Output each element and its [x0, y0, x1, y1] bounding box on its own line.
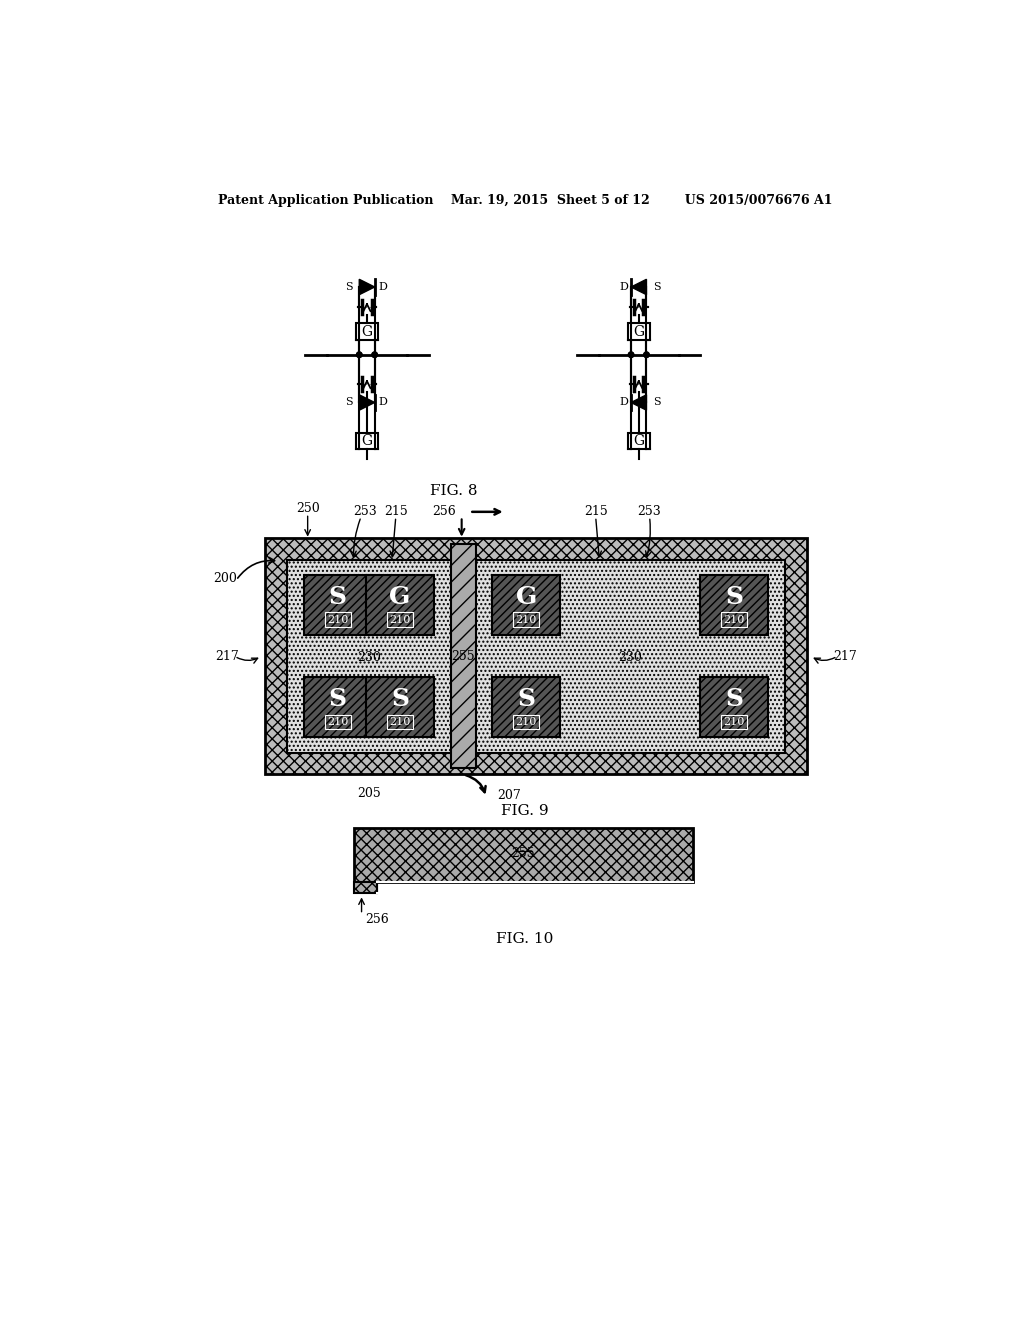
Text: S: S — [725, 585, 743, 609]
Text: 217: 217 — [215, 649, 239, 663]
Text: 217: 217 — [834, 649, 857, 663]
Circle shape — [356, 352, 361, 358]
Bar — [356, 433, 378, 449]
Text: S: S — [725, 686, 743, 711]
Bar — [367, 576, 434, 635]
Bar — [628, 323, 649, 341]
Text: FIG. 8: FIG. 8 — [430, 484, 478, 498]
Bar — [493, 677, 560, 738]
Text: 210: 210 — [516, 717, 537, 727]
Text: G: G — [389, 585, 411, 609]
Bar — [287, 560, 451, 752]
Bar — [700, 576, 768, 635]
Bar — [265, 539, 807, 775]
Text: 253: 253 — [353, 506, 377, 519]
Polygon shape — [631, 280, 646, 294]
Text: D: D — [378, 397, 387, 408]
Text: 230: 230 — [357, 651, 381, 664]
Text: D: D — [378, 282, 387, 292]
Text: S: S — [391, 686, 409, 711]
Text: 210: 210 — [327, 717, 348, 727]
Text: S: S — [653, 282, 662, 292]
Text: 205: 205 — [357, 787, 381, 800]
Text: 253: 253 — [638, 506, 662, 519]
Text: Patent Application Publication    Mar. 19, 2015  Sheet 5 of 12        US 2015/00: Patent Application Publication Mar. 19, … — [217, 194, 833, 207]
Bar — [367, 677, 434, 738]
Text: S: S — [653, 397, 662, 408]
Circle shape — [629, 352, 634, 358]
Polygon shape — [359, 395, 375, 411]
Bar — [304, 576, 372, 635]
Bar — [354, 882, 377, 892]
Text: 210: 210 — [389, 717, 411, 727]
Text: 215: 215 — [384, 506, 408, 519]
Text: D: D — [618, 397, 628, 408]
Text: FIG. 9: FIG. 9 — [501, 804, 549, 818]
Polygon shape — [631, 395, 646, 411]
Text: G: G — [633, 434, 644, 447]
Text: 256: 256 — [432, 506, 456, 519]
Text: G: G — [361, 434, 373, 447]
Polygon shape — [359, 280, 375, 294]
Text: 210: 210 — [327, 615, 348, 624]
Bar — [700, 677, 768, 738]
Text: S: S — [517, 686, 536, 711]
Text: 210: 210 — [516, 615, 537, 624]
Circle shape — [372, 352, 378, 358]
Text: 207: 207 — [498, 789, 521, 803]
Text: 255: 255 — [511, 847, 536, 861]
Text: D: D — [618, 282, 628, 292]
Bar — [628, 433, 649, 449]
Circle shape — [629, 352, 634, 358]
Bar — [451, 544, 475, 768]
Text: 215: 215 — [584, 506, 607, 519]
Text: 210: 210 — [724, 717, 744, 727]
Circle shape — [356, 352, 361, 358]
Text: S: S — [345, 397, 352, 408]
Text: 255: 255 — [452, 649, 475, 663]
Text: G: G — [361, 325, 373, 339]
Bar — [354, 829, 692, 882]
Text: 250: 250 — [296, 502, 319, 515]
Text: S: S — [329, 686, 347, 711]
Text: S: S — [345, 282, 352, 292]
Bar — [475, 560, 785, 752]
Circle shape — [644, 352, 649, 358]
Bar — [493, 576, 560, 635]
Text: 256: 256 — [366, 912, 389, 925]
Circle shape — [372, 352, 378, 358]
Text: FIG. 10: FIG. 10 — [496, 932, 554, 946]
Bar — [304, 677, 372, 738]
Text: 230: 230 — [618, 651, 642, 664]
Text: 210: 210 — [389, 615, 411, 624]
Bar — [356, 323, 378, 341]
Text: G: G — [516, 585, 537, 609]
Text: 210: 210 — [724, 615, 744, 624]
Text: S: S — [329, 585, 347, 609]
Circle shape — [644, 352, 649, 358]
Text: G: G — [633, 325, 644, 339]
Text: 200: 200 — [213, 572, 238, 585]
